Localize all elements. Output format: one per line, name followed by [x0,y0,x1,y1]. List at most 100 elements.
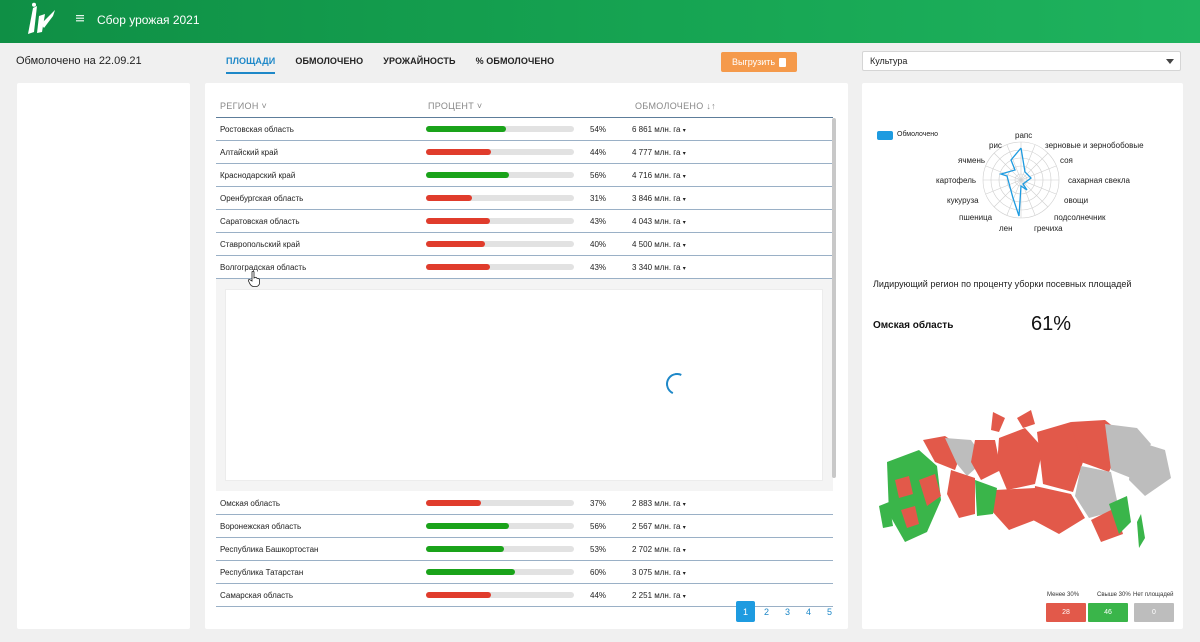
table-scrollbar[interactable] [832,118,836,478]
map-legend-high[interactable]: 46 [1088,603,1128,622]
percent-value: 40% [590,240,607,249]
percent-value: 56% [590,171,607,180]
radar-axis-label: ячмень [958,156,986,165]
progress-bar [426,500,574,506]
progress-bar [426,569,574,575]
table-row[interactable]: Республика Башкортостан 53% 2 702 млн. га … [216,538,833,561]
updated-date: Обмолочено на 22.09.21 [16,55,142,67]
progress-bar-fill [426,264,490,270]
region-name: Омская область [220,499,281,508]
progress-bar [426,195,574,201]
caret-down-icon[interactable]: ▾ [682,266,686,272]
radar-axis-label: рапс [1015,131,1033,140]
radar-legend-swatch[interactable] [877,131,893,140]
caret-down-icon[interactable]: ▾ [682,594,686,600]
table-row[interactable]: Самарская область 44% 2 251 млн. га ▾ [216,584,833,607]
caret-down-icon[interactable]: ▾ [682,243,686,249]
column-header-region[interactable]: РЕГИОН ˅ [220,101,268,111]
percent-value: 31% [590,194,607,203]
progress-bar-fill [426,500,481,506]
percent-value: 44% [590,591,607,600]
progress-bar-fill [426,218,490,224]
tab-threshed-percent[interactable]: % ОБМОЛОЧЕНО [475,56,555,66]
threshed-value: 4 043 млн. га ▾ [632,217,686,226]
radar-axis-label: сахарная свекла [1068,176,1130,185]
progress-bar-fill [426,126,506,132]
table-row[interactable]: Краснодарский край 56% 4 716 млн. га ▾ [216,164,833,187]
radar-axis-label: кукуруза [947,196,979,205]
threshed-value: 2 567 млн. га ▾ [632,522,686,531]
page-4[interactable]: 4 [805,606,811,617]
progress-bar-fill [426,523,509,529]
page-1[interactable]: 1 [736,601,755,622]
threshed-value: 4 716 млн. га ▾ [632,171,686,180]
tab-yield[interactable]: УРОЖАЙНОСТЬ [383,56,456,66]
page-2[interactable]: 2 [763,606,769,617]
export-label: Выгрузить [731,57,776,67]
tabs: ПЛОЩАДИ ОБМОЛОЧЕНО УРОЖАЙНОСТЬ % ОБМОЛОЧ… [226,56,554,74]
threshed-value: 3 075 млн. га ▾ [632,568,686,577]
map-legend-none[interactable]: 0 [1134,603,1174,622]
progress-bar-fill [426,172,509,178]
left-panel [17,83,190,629]
table-row[interactable]: Республика Татарстан 60% 3 075 млн. га ▾ [216,561,833,584]
page-5[interactable]: 5 [826,606,832,617]
caret-down-icon[interactable]: ▾ [682,151,686,157]
region-name: Саратовская область [220,217,300,226]
export-button[interactable]: Выгрузить [721,52,797,72]
page-3[interactable]: 3 [784,606,790,617]
region-name: Воронежская область [220,522,302,531]
logo[interactable] [25,2,57,40]
table-row[interactable]: Ростовская область 54% 6 861 млн. га ▾ [216,118,833,141]
table-row[interactable]: Алтайский край 44% 4 777 млн. га ▾ [216,141,833,164]
region-name: Ставропольский край [220,240,300,249]
leader-percent: 61% [1031,313,1072,335]
progress-bar [426,172,574,178]
column-header-threshed[interactable]: ОБМОЛОЧЕНО ↓↑ [635,101,716,111]
tab-areas[interactable]: ПЛОЩАДИ [226,56,276,74]
tab-threshed[interactable]: ОБМОЛОЧЕНО [295,56,364,66]
map-legend-label-low: Менее 30% [1047,592,1080,598]
culture-select[interactable]: Культура [862,51,1181,71]
progress-bar [426,264,574,270]
progress-bar-fill [426,546,505,552]
column-header-percent[interactable]: ПРОЦЕНТ ˅ [428,101,483,111]
menu-icon[interactable] [76,14,84,22]
region-name: Самарская область [220,591,294,600]
table-row[interactable]: Омская область 37% 2 883 млн. га ▾ [216,492,833,515]
progress-bar [426,241,574,247]
caret-down-icon[interactable]: ▾ [682,571,686,577]
progress-bar [426,546,574,552]
caret-down-icon[interactable]: ▾ [682,174,686,180]
region-name: Краснодарский край [220,171,296,180]
radar-axis-label: соя [1060,156,1073,165]
caret-down-icon[interactable]: ▾ [682,525,686,531]
threshed-value: 6 861 млн. га ▾ [632,125,686,134]
table-divider [216,117,833,118]
caret-down-icon[interactable]: ▾ [682,220,686,226]
radar-axis-label: подсолнечник [1054,213,1106,222]
russia-map[interactable] [875,410,1175,560]
caret-down-icon[interactable]: ▾ [682,502,686,508]
table-row[interactable]: Оренбургская область 31% 3 846 млн. га ▾ [216,187,833,210]
threshed-amount: 3 846 млн. га [632,194,681,203]
caret-down-icon[interactable]: ▾ [682,128,686,134]
caret-down-icon[interactable]: ▾ [682,197,686,203]
threshed-value: 4 500 млн. га ▾ [632,240,686,249]
threshed-amount: 6 861 млн. га [632,125,681,134]
table-row[interactable]: Воронежская область 56% 2 567 млн. га ▾ [216,515,833,538]
pagination: 1 2 3 4 5 [736,601,839,622]
threshed-value: 2 702 млн. га ▾ [632,545,686,554]
table-row[interactable]: Ставропольский край 40% 4 500 млн. га ▾ [216,233,833,256]
threshed-amount: 2 883 млн. га [632,499,681,508]
map-legend-low[interactable]: 28 [1046,603,1086,622]
map-legend-label-none: Нет площадей [1133,592,1174,598]
table-row[interactable]: Саратовская область 43% 4 043 млн. га ▾ [216,210,833,233]
caret-down-icon[interactable]: ▾ [682,548,686,554]
leader-caption: Лидирующий регион по проценту уборки пос… [873,279,1132,289]
table-row[interactable]: Волгоградская область 43% 3 340 млн. га ▾ [216,256,833,279]
threshed-amount: 4 777 млн. га [632,148,681,157]
threshed-amount: 4 716 млн. га [632,171,681,180]
threshed-value: 2 883 млн. га ▾ [632,499,686,508]
app-title: Сбор урожая 2021 [97,13,200,27]
